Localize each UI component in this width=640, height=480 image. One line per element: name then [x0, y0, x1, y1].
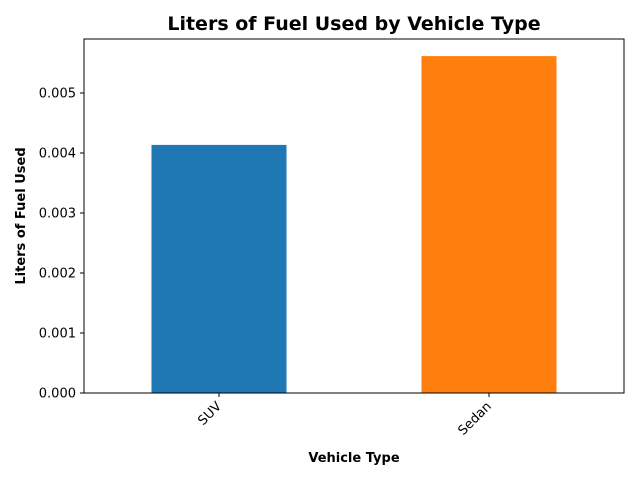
y-axis-label: Liters of Fuel Used: [14, 147, 29, 284]
bar-sedan: [421, 56, 557, 393]
y-tick-label: 0.002: [39, 267, 76, 282]
y-tick-label: 0.003: [39, 207, 76, 222]
y-tick-label: 0.004: [39, 147, 76, 162]
x-tick-label-sedan: Sedan: [455, 399, 494, 438]
x-axis-label: Vehicle Type: [308, 451, 399, 466]
x-tick-label-suv: SUV: [195, 399, 225, 429]
y-tick-label: 0.000: [39, 387, 76, 402]
x-axis-ticks: SUV Sedan: [195, 393, 495, 439]
y-tick-label: 0.001: [39, 327, 76, 342]
bars-group: [151, 56, 557, 393]
y-tick-label: 0.005: [39, 87, 76, 102]
chart-title: Liters of Fuel Used by Vehicle Type: [167, 13, 540, 35]
bar-suv: [151, 144, 287, 393]
plot-frame: [83, 38, 625, 394]
y-axis-ticks: 0.000 0.001 0.002 0.003 0.004 0.005: [39, 87, 84, 402]
